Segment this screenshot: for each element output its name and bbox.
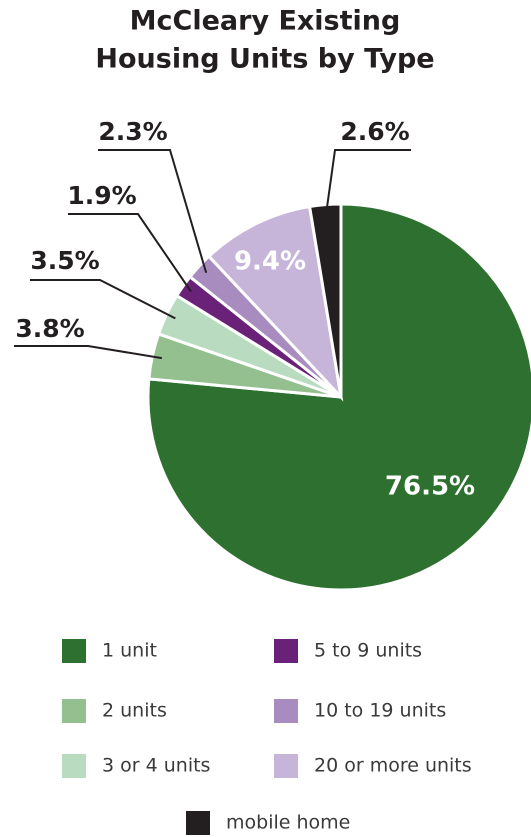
leader-line	[68, 213, 192, 293]
legend-swatch	[274, 699, 298, 723]
legend-swatch	[186, 811, 210, 835]
slice-label: 9.4%	[234, 247, 306, 277]
legend-label: 5 to 9 units	[314, 640, 422, 662]
legend-label: 1 unit	[102, 640, 157, 662]
leader-line	[325, 149, 411, 215]
legend-swatch	[274, 754, 298, 778]
slice-label: 2.3%	[98, 117, 167, 146]
chart-title: McCleary Existing	[130, 6, 401, 37]
legend-swatch	[62, 639, 86, 663]
legend-label: 10 to 19 units	[314, 700, 446, 722]
legend-swatch	[62, 699, 86, 723]
slice-label: 76.5%	[385, 472, 475, 502]
legend-label: 20 or more units	[314, 755, 472, 777]
leader-line	[98, 149, 208, 274]
legend-swatch	[274, 639, 298, 663]
legend-swatch	[62, 754, 86, 778]
slice-label: 1.9%	[67, 181, 136, 210]
slice-label: 2.6%	[340, 117, 409, 146]
slice-label: 3.5%	[30, 246, 99, 275]
pie-slice	[206, 204, 344, 402]
slice-label: 3.8%	[15, 314, 84, 343]
leader-line	[14, 345, 162, 360]
leader-line	[30, 279, 176, 320]
pie-slice	[307, 202, 343, 398]
legend-label: mobile home	[226, 812, 350, 834]
legend-label: 2 units	[102, 700, 167, 722]
chart-title: Housing Units by Type	[95, 44, 434, 75]
legend-label: 3 or 4 units	[102, 755, 210, 777]
